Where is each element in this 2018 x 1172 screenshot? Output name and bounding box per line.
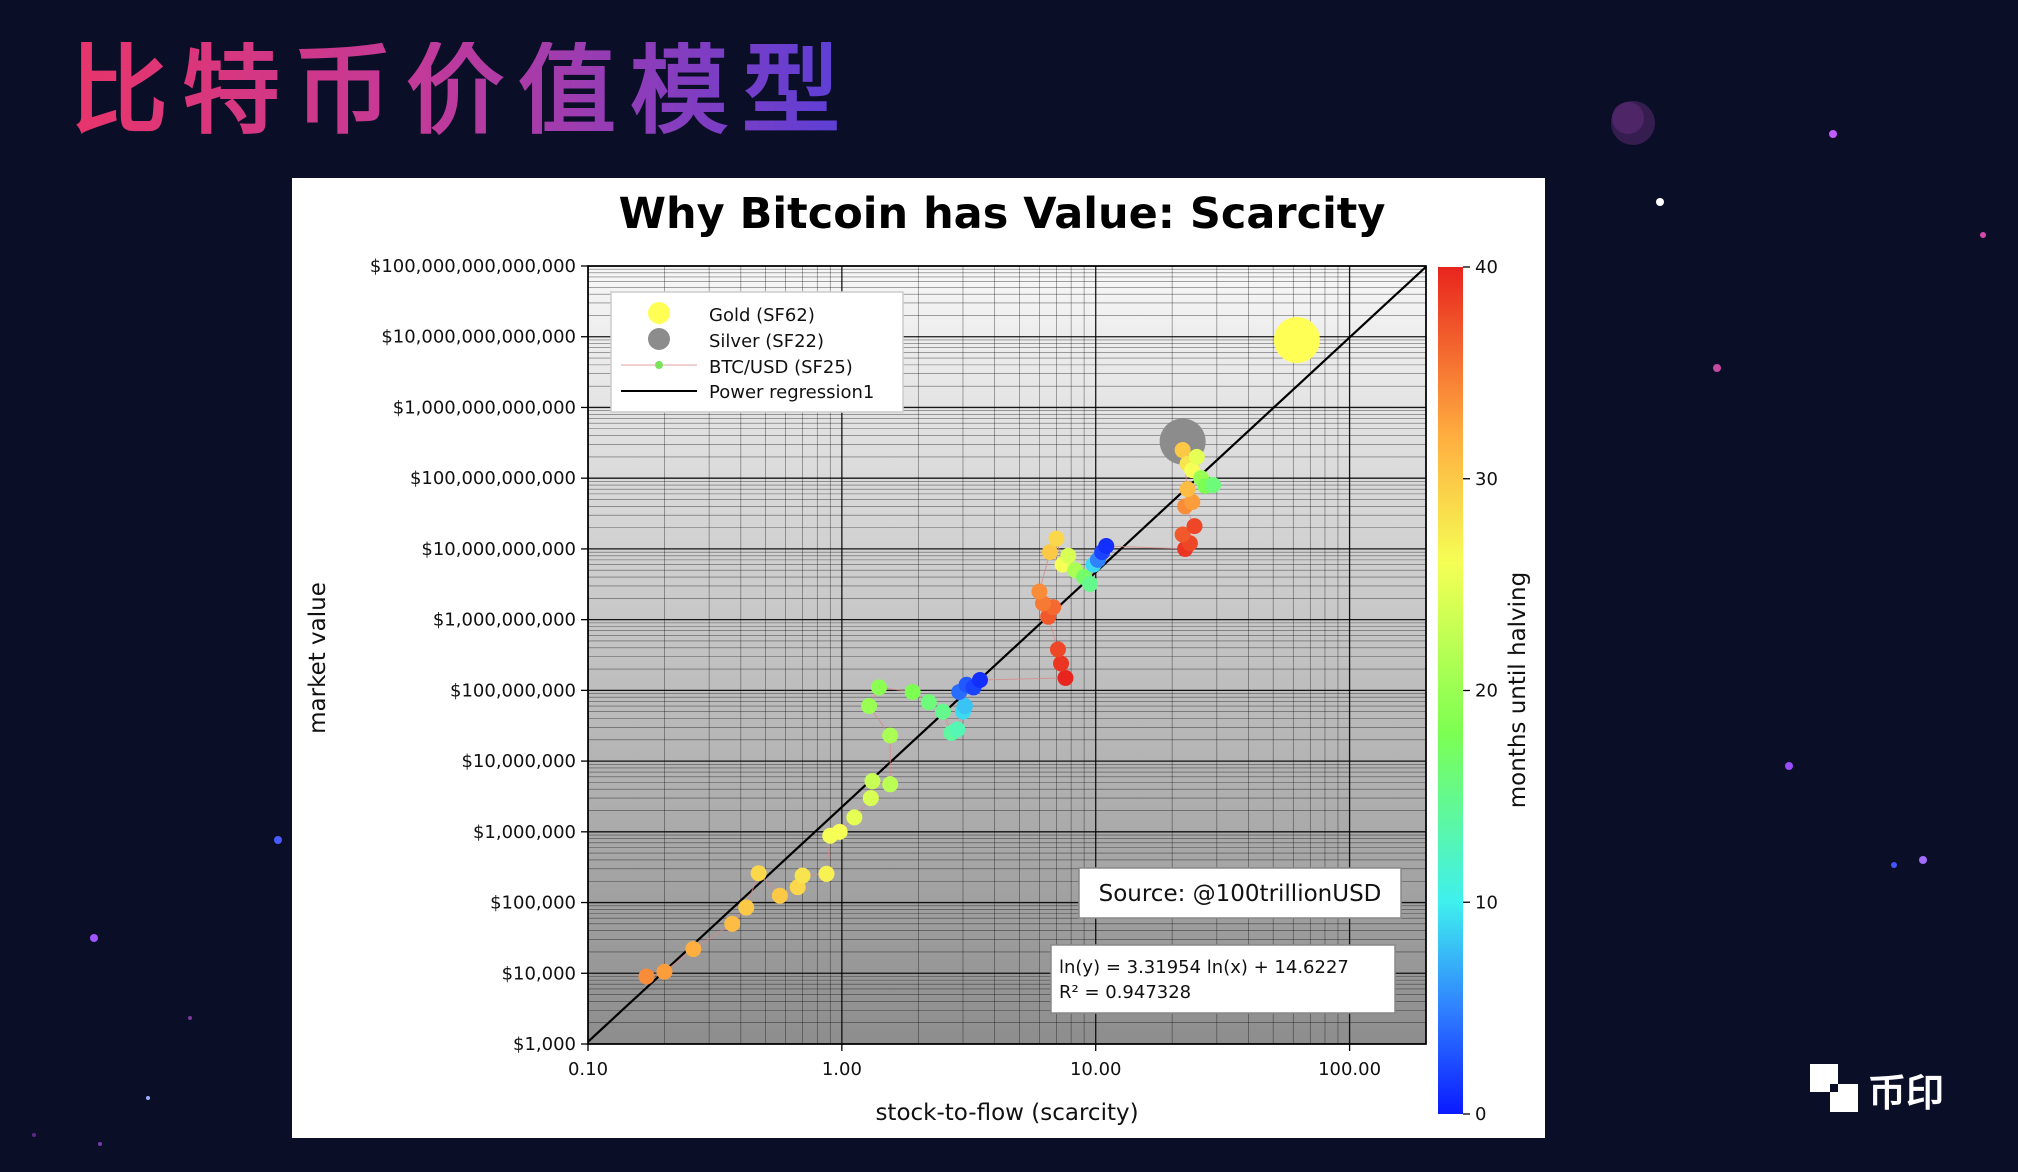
btc-point: [1174, 442, 1191, 459]
btc-point: [1186, 518, 1203, 535]
gold-point: [1273, 316, 1320, 363]
btc-point: [1188, 448, 1205, 465]
x-tick-label: 0.10: [568, 1059, 608, 1080]
btc-point: [771, 887, 788, 904]
colorbar-tick-label: 10: [1475, 892, 1498, 913]
colorbar-tick-label: 30: [1475, 469, 1498, 490]
btc-point: [882, 727, 899, 744]
equation-annotation: ln(y) = 3.31954 ln(x) + 14.6227 R² = 0.9…: [1050, 944, 1396, 1014]
btc-point: [724, 915, 741, 932]
source-annotation: Source: @100trillionUSD: [1078, 867, 1402, 919]
y-tick-label: $10,000: [502, 963, 576, 984]
colorbar-gradient: [1438, 267, 1463, 1114]
colorbar-tick-label: 20: [1475, 681, 1498, 702]
btc-point: [638, 968, 655, 985]
y-tick-label: $10,000,000,000: [421, 539, 576, 560]
chart-panel: Why Bitcoin has Value: Scarcity 0.10 1.00…: [292, 178, 1545, 1138]
brand-name: 币印: [1868, 1071, 1944, 1115]
btc-point: [1205, 477, 1222, 494]
star-decorations: [32, 101, 1986, 1146]
y-tick-label: $100,000: [490, 893, 576, 914]
y-axis-label: market value: [305, 582, 331, 734]
btc-point: [846, 809, 863, 826]
btc-point: [920, 694, 937, 711]
btc-point: [1048, 530, 1065, 547]
legend-marker-btc: [655, 361, 663, 369]
y-tick-label: $1,000,000,000: [433, 610, 576, 631]
legend-label-silver: Silver (SF22): [709, 331, 824, 352]
btc-point: [685, 941, 702, 958]
btc-point: [1031, 583, 1048, 600]
btc-point: [861, 698, 878, 715]
btc-point: [862, 790, 879, 807]
brand-logo: 币印: [1810, 1064, 1944, 1115]
colorbar: 0 10 20 30 40 months until halving: [1438, 257, 1531, 1125]
x-axis-ticks: 0.10 1.00 10.00 100.00: [568, 1044, 1381, 1080]
btc-point: [870, 679, 887, 696]
colorbar-tick-label: 40: [1475, 257, 1498, 278]
plot-frame: [587, 265, 1427, 1045]
btc-point: [904, 683, 921, 700]
y-axis-ticks: $1,000 $10,000 $100,000 $1,000,000 $10,000,0…: [370, 256, 588, 1055]
y-tick-label: $1,000,000,000,000: [393, 397, 576, 418]
y-tick-label: $100,000,000: [450, 680, 576, 701]
chart-title: Why Bitcoin has Value: Scarcity: [619, 189, 1386, 239]
btc-point: [738, 899, 755, 916]
x-tick-label: 10.00: [1070, 1059, 1122, 1080]
legend-label-regression: Power regression1: [709, 382, 874, 403]
colorbar-ticks: 0 10 20 30 40: [1463, 257, 1498, 1125]
chart: Why Bitcoin has Value: Scarcity 0.10 1.00…: [305, 189, 1531, 1126]
btc-point: [956, 698, 973, 715]
logo-mark-icon: [1810, 1064, 1858, 1112]
btc-point: [818, 865, 835, 882]
colorbar-tick-label: 0: [1475, 1104, 1486, 1125]
btc-point: [1060, 547, 1077, 564]
y-tick-label: $10,000,000,000,000: [381, 327, 576, 348]
btc-point: [1082, 575, 1099, 592]
source-text: Source: @100trillionUSD: [1099, 881, 1382, 907]
btc-point: [831, 823, 848, 840]
btc-point: [1053, 655, 1070, 672]
btc-point: [750, 865, 767, 882]
btc-point: [656, 963, 673, 980]
legend-marker-gold: [648, 302, 670, 324]
slide-title: 比特币价值模型: [70, 34, 855, 148]
colorbar-label: months until halving: [1505, 572, 1531, 808]
btc-point: [1049, 641, 1066, 658]
y-tick-label: $10,000,000: [461, 751, 576, 772]
y-tick-label: $100,000,000,000: [410, 468, 576, 489]
equation-text: ln(y) = 3.31954 ln(x) + 14.6227: [1059, 957, 1349, 978]
y-tick-label: $100,000,000,000,000: [370, 256, 576, 277]
btc-point: [1057, 669, 1074, 686]
y-tick-label: $1,000,000: [473, 822, 576, 843]
btc-point: [864, 773, 881, 790]
legend: Gold (SF62) Silver (SF22) BTC/USD (SF25)…: [610, 291, 904, 413]
x-tick-label: 100.00: [1318, 1059, 1381, 1080]
btc-point: [934, 703, 951, 720]
legend-label-gold: Gold (SF62): [709, 305, 815, 326]
btc-point: [1174, 526, 1191, 543]
btc-point: [1179, 481, 1196, 498]
y-tick-label: $1,000: [513, 1034, 576, 1055]
x-tick-label: 1.00: [822, 1059, 862, 1080]
btc-point: [949, 721, 966, 738]
data-points: [638, 316, 1320, 985]
r-squared-text: R² = 0.947328: [1059, 982, 1191, 1003]
x-axis-label: stock-to-flow (scarcity): [875, 1100, 1138, 1126]
regression-line: [588, 266, 1426, 1043]
legend-label-btc: BTC/USD (SF25): [709, 357, 853, 378]
btc-point: [794, 867, 811, 884]
btc-point: [1041, 544, 1058, 561]
regression-line-path: [588, 266, 1426, 1043]
btc-point: [971, 672, 988, 689]
btc-point: [882, 776, 899, 793]
btc-point: [1098, 537, 1115, 554]
legend-marker-silver: [648, 328, 670, 350]
btc-point: [1184, 494, 1201, 511]
